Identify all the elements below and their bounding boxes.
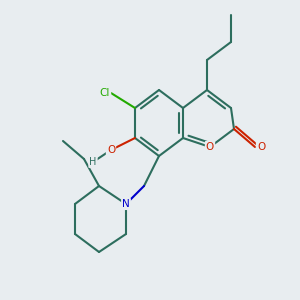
Text: O: O — [107, 145, 115, 155]
Text: N: N — [122, 199, 130, 209]
Text: O: O — [257, 142, 265, 152]
Text: H: H — [89, 157, 97, 167]
Text: O: O — [206, 142, 214, 152]
Text: Cl: Cl — [100, 88, 110, 98]
